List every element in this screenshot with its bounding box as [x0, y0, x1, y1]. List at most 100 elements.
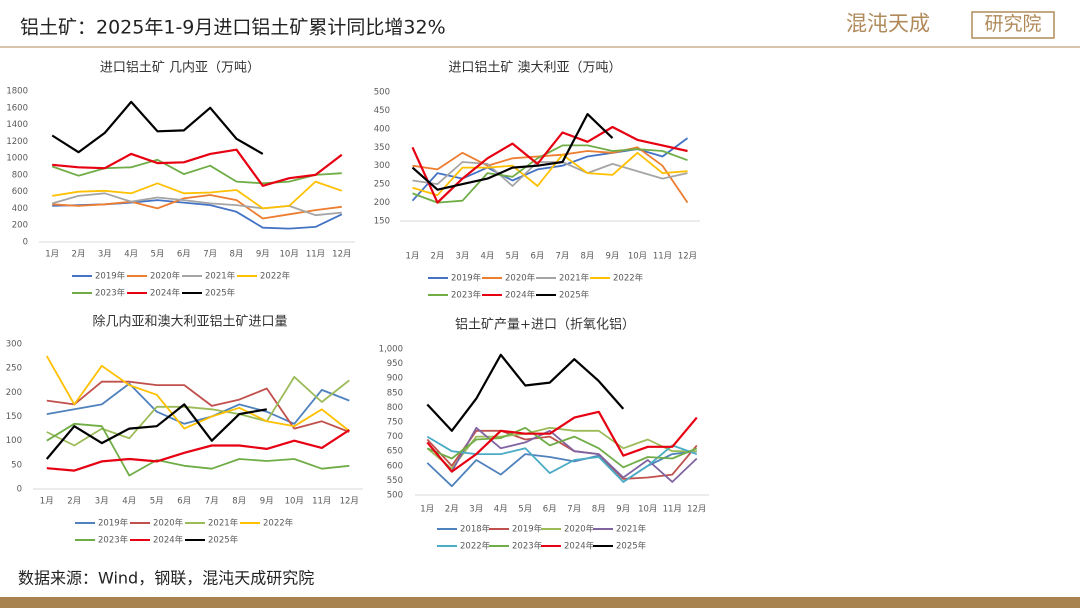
x-tick-label: 5月: [506, 252, 520, 262]
y-tick-label: 300: [6, 340, 22, 350]
y-tick-label: 800: [12, 170, 28, 180]
source-note: 数据来源：Wind，钢联，混沌天成研究院: [18, 569, 314, 588]
y-tick-label: 550: [387, 476, 403, 486]
series-line: [412, 146, 689, 204]
x-tick-label: 11月: [663, 505, 682, 515]
series-line: [426, 435, 698, 483]
legend-label: 2020年: [150, 271, 181, 282]
logo-name: 混沌天成: [846, 12, 930, 36]
y-tick-label: 250: [6, 364, 22, 374]
chart-title: 除几内亚和澳大利亚铝土矿进口量: [92, 314, 287, 330]
y-tick-label: 1200: [6, 137, 28, 147]
y-tick-label: 350: [374, 143, 390, 153]
legend-label: 2024年: [505, 290, 536, 301]
series-line: [46, 380, 350, 433]
series-line: [45, 403, 267, 460]
y-tick-label: 200: [12, 221, 28, 231]
x-tick-label: 8月: [581, 252, 595, 262]
x-tick-label: 7月: [205, 497, 219, 507]
series-line: [426, 429, 698, 480]
chart-title: 进口铝土矿 几内亚（万吨）: [100, 60, 260, 76]
y-tick-label: 150: [374, 217, 390, 227]
y-tick-label: 0: [23, 238, 28, 248]
x-tick-label: 3月: [98, 250, 112, 260]
legend-label: 2019年: [98, 518, 129, 529]
x-tick-label: 3月: [95, 497, 109, 507]
legend-label: 2025年: [208, 535, 239, 546]
x-tick-label: 8月: [232, 497, 246, 507]
logo-unit: 研究院: [984, 13, 1041, 35]
y-tick-label: 1800: [6, 87, 28, 97]
series-line: [52, 148, 343, 187]
series-line: [426, 426, 698, 483]
y-tick-label: 250: [374, 180, 390, 190]
x-tick-label: 1月: [420, 505, 434, 515]
y-tick-label: 1,000: [379, 345, 403, 355]
x-tick-label: 8月: [230, 250, 244, 260]
x-tick-label: 5月: [150, 497, 164, 507]
series-line: [52, 180, 343, 210]
chart-title: 进口铝土矿 澳大利亚（万吨）: [448, 60, 621, 76]
y-tick-label: 750: [387, 418, 403, 428]
series-line: [412, 144, 688, 204]
legend-label: 2025年: [559, 290, 590, 301]
x-tick-label: 4月: [494, 505, 508, 515]
y-tick-label: 600: [387, 461, 403, 471]
legend-label: 2023年: [512, 541, 543, 552]
legend-label: 2022年: [260, 271, 291, 282]
legend-label: 2020年: [564, 524, 595, 535]
y-tick-label: 700: [387, 432, 403, 442]
x-tick-label: 10月: [628, 252, 647, 262]
x-tick-label: 3月: [469, 505, 483, 515]
y-tick-label: 450: [374, 106, 390, 116]
x-tick-label: 3月: [456, 252, 470, 262]
footer-bar: [0, 597, 1080, 608]
legend-label: 2023年: [451, 290, 482, 301]
legend-label: 2021年: [559, 273, 590, 284]
legend-label: 2025年: [616, 541, 647, 552]
legend-label: 2022年: [460, 541, 491, 552]
legend-label: 2020年: [153, 518, 184, 529]
legend-label: 2024年: [564, 541, 595, 552]
series-line: [46, 376, 350, 447]
x-tick-label: 2月: [67, 497, 81, 507]
x-tick-label: 6月: [531, 252, 545, 262]
x-tick-label: 2月: [445, 505, 459, 515]
series-line: [46, 429, 350, 472]
y-tick-label: 650: [387, 447, 403, 457]
x-tick-label: 2月: [72, 250, 86, 260]
series-line: [51, 158, 342, 185]
y-tick-label: 850: [387, 388, 403, 398]
legend-label: 2019年: [512, 524, 543, 535]
series-line: [426, 426, 698, 469]
x-tick-label: 9月: [260, 497, 274, 507]
series-line: [46, 422, 350, 477]
legend-label: 2024年: [153, 535, 184, 546]
x-tick-label: 6月: [177, 497, 191, 507]
y-tick-label: 200: [6, 388, 22, 398]
legend-label: 2018年: [460, 524, 491, 535]
legend-label: 2021年: [208, 518, 239, 529]
y-tick-label: 400: [374, 124, 390, 134]
x-tick-label: 6月: [543, 505, 557, 515]
x-tick-label: 5月: [518, 505, 532, 515]
x-tick-label: 10月: [638, 505, 657, 515]
y-tick-label: 800: [387, 403, 403, 413]
chart-title: 铝土矿产量+进口（折氧化铝）: [455, 318, 635, 333]
x-tick-label: 4月: [124, 250, 138, 260]
x-tick-label: 12月: [687, 505, 706, 515]
y-tick-label: 200: [374, 198, 390, 208]
legend-label: 2024年: [150, 288, 181, 299]
y-tick-label: 50: [11, 460, 22, 470]
x-tick-label: 11月: [653, 252, 672, 262]
series-line: [412, 161, 688, 187]
x-tick-label: 6月: [177, 250, 191, 260]
x-tick-label: 12月: [332, 250, 351, 260]
series-line: [411, 125, 688, 204]
x-tick-label: 7月: [567, 505, 581, 515]
y-tick-label: 1600: [6, 103, 28, 113]
x-tick-label: 9月: [256, 250, 270, 260]
x-tick-label: 2月: [431, 252, 445, 262]
x-tick-label: 7月: [203, 250, 217, 260]
